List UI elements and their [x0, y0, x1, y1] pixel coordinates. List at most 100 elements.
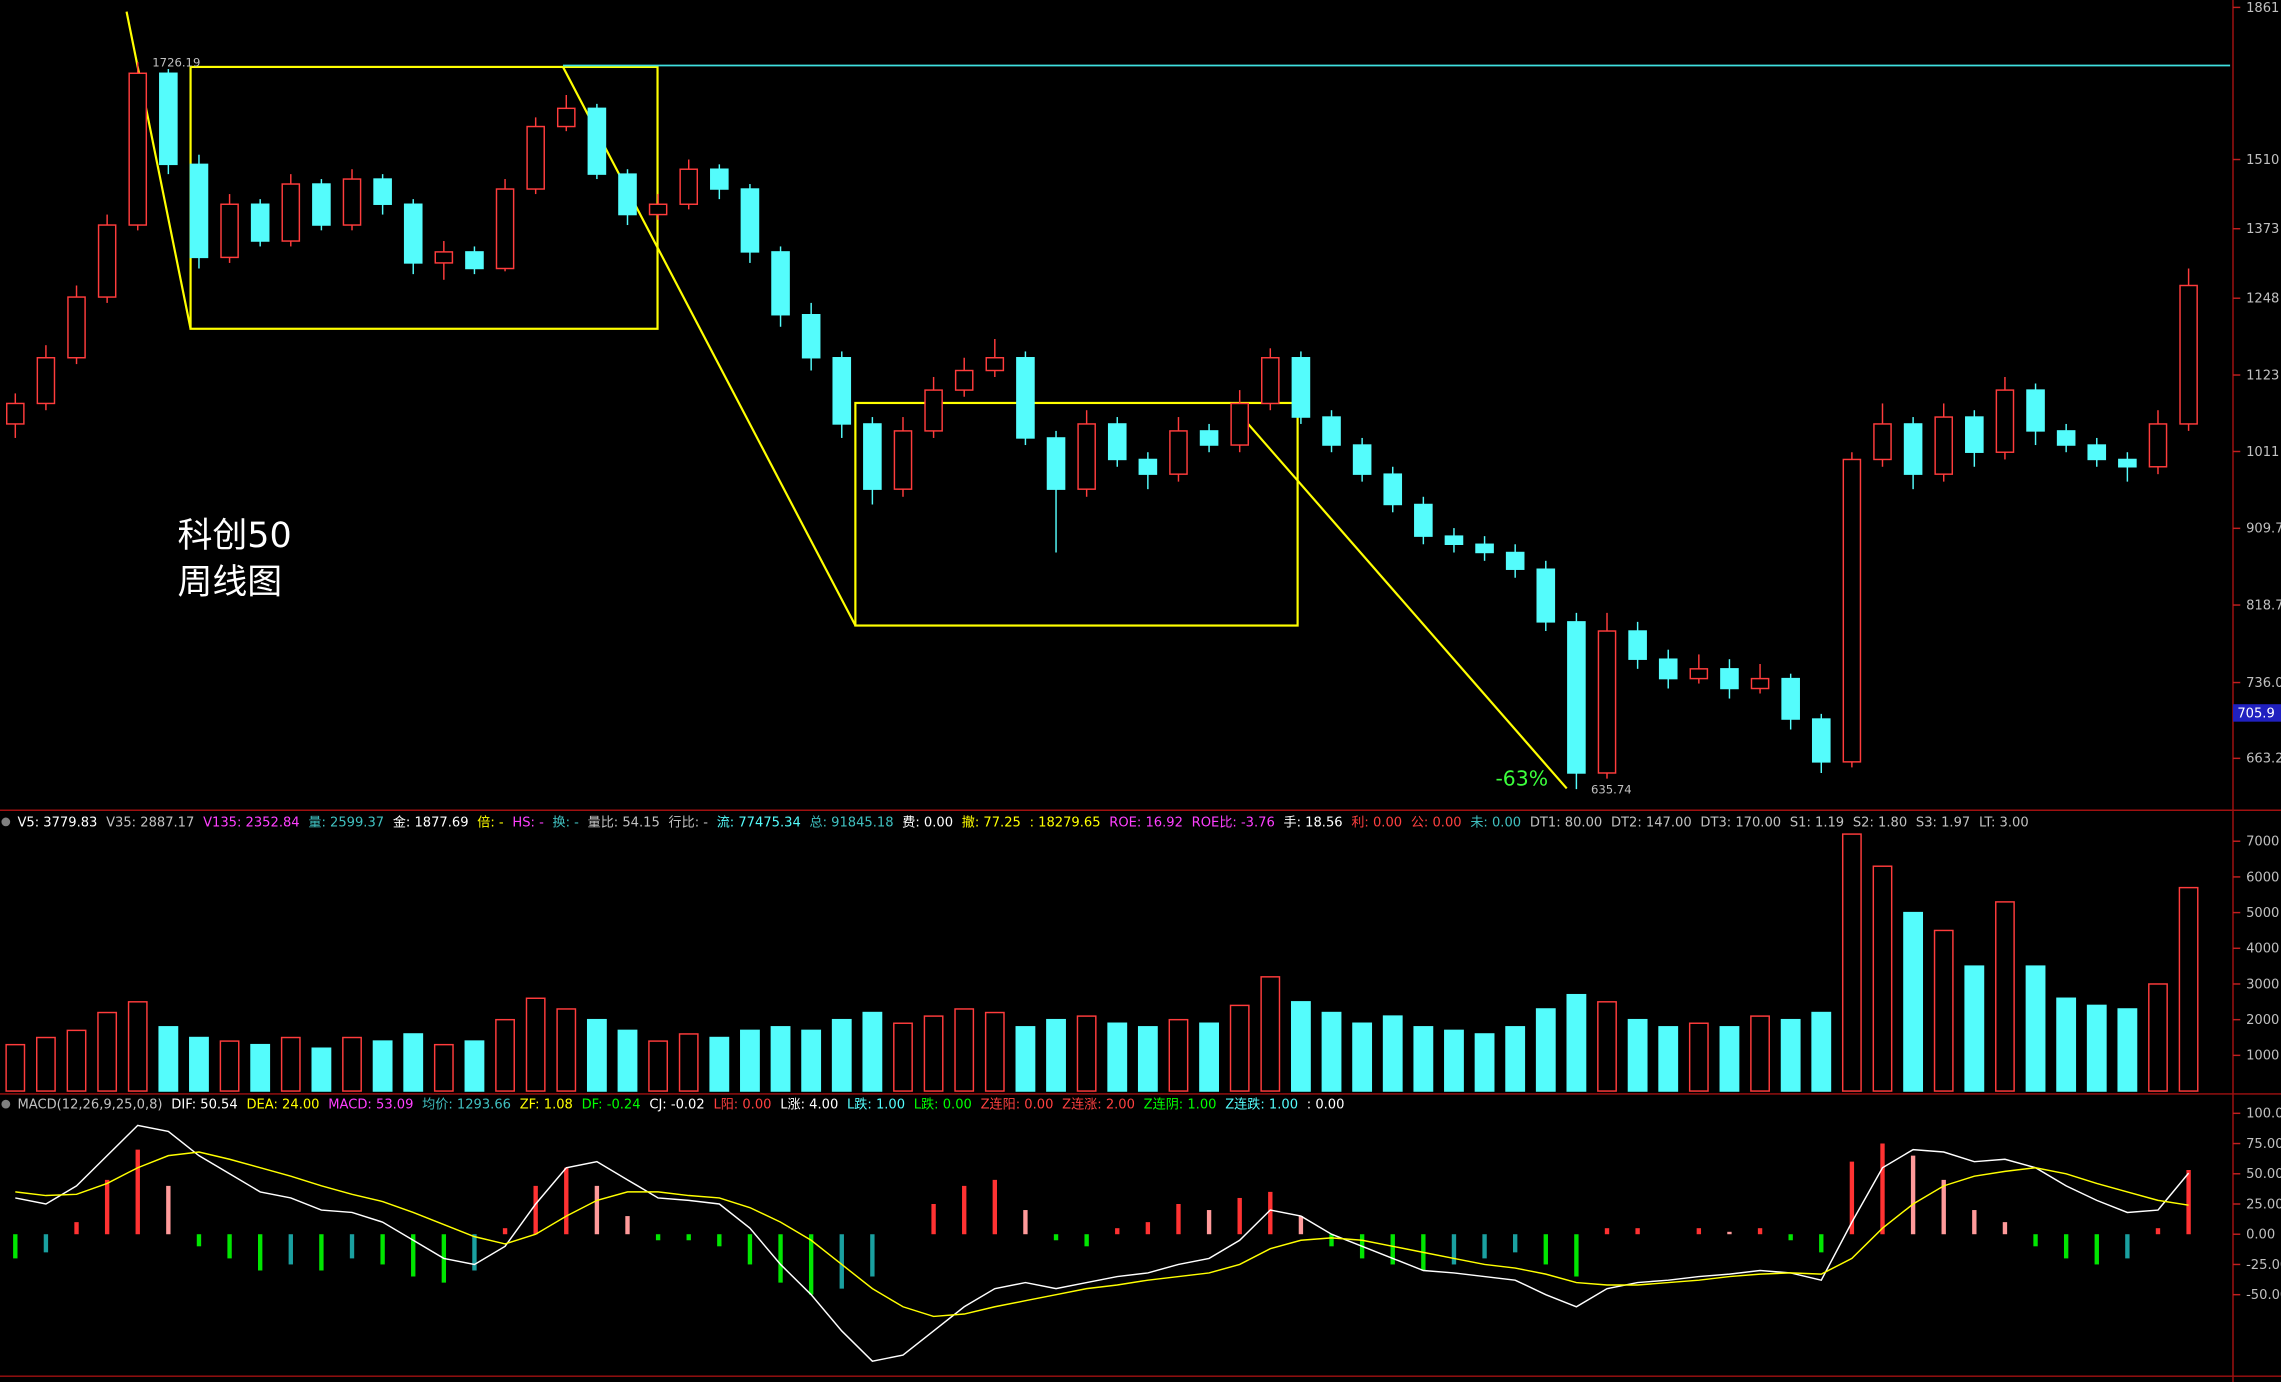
volume-bar: [1841, 833, 1862, 1092]
macd-line: [15, 1151, 2189, 1318]
y-tick-label: 50.00: [2246, 1167, 2281, 1182]
candle-body: [1842, 458, 1862, 763]
volume-bar: [1505, 1026, 1526, 1092]
legend-item: 撤: 77.25: [962, 813, 1021, 830]
legend-item: Z连阳: 0.00: [981, 1097, 1054, 1113]
legend-item: S1: 1.19: [1790, 815, 1844, 830]
candle-body: [36, 357, 56, 405]
legend-item: MACD(12,26,9,25,0,8): [17, 1098, 162, 1113]
volume-bar: [1229, 1004, 1250, 1092]
candle-body: [618, 173, 637, 216]
candle-body: [1781, 677, 1800, 720]
volume-bar: [1535, 1008, 1556, 1092]
legend-item: 量比: 54.15: [588, 814, 660, 830]
volume-bar: [2178, 886, 2199, 1092]
legend-item: DT1: 80.00: [1530, 815, 1602, 830]
candle-body: [740, 188, 760, 253]
volume-bar: [1719, 1026, 1740, 1092]
candle-body: [2179, 284, 2198, 425]
volume-bar: [433, 1043, 454, 1092]
price-marker: 705.9: [2237, 706, 2274, 721]
trend-line: [1232, 406, 1568, 790]
volume-bar: [1750, 1015, 1770, 1092]
y-tick-label: -25.00: [2246, 1258, 2281, 1273]
volume-bar: [464, 1040, 485, 1092]
volume-bar: [1444, 1029, 1464, 1092]
volume-bar: [36, 1036, 56, 1092]
candle-body: [1261, 357, 1280, 405]
candle-body: [67, 296, 86, 359]
legend-item: CJ: -0.02: [649, 1098, 704, 1113]
price-marker-box: [2232, 704, 2281, 722]
volume-bar: [1964, 965, 1985, 1092]
volume-bar: [372, 1040, 393, 1092]
volume-bar: [127, 1001, 148, 1092]
volume-bar: [1291, 1001, 1311, 1092]
y-tick-label: 25.00: [2246, 1197, 2281, 1212]
candle-body: [679, 168, 699, 205]
volume-bar: [1995, 901, 2015, 1092]
volume-bar: [250, 1043, 271, 1092]
y-tick-label: 3000: [2246, 977, 2279, 992]
range-box: [854, 401, 1299, 627]
candle-body: [1873, 423, 1892, 461]
volume-bar: [1872, 865, 1893, 1092]
volume-bar: [831, 1018, 852, 1092]
volume-bar: [1903, 911, 1924, 1092]
candle-body: [1322, 416, 1341, 446]
y-tick-label: 7000: [2246, 835, 2279, 850]
volume-bar: [1933, 929, 1954, 1092]
candle-body: [985, 357, 1005, 372]
legend-item: 未: 0.00: [1470, 814, 1521, 830]
volume-bar: [1321, 1011, 1342, 1092]
legend-item: Z连涨: 2.00: [1062, 1097, 1135, 1113]
legend-item: ROE比: -3.76: [1192, 814, 1275, 830]
candle-body: [1046, 437, 1066, 490]
candle-body: [1414, 503, 1433, 537]
candle-body: [1903, 423, 1923, 475]
volume-bar: [1688, 1022, 1709, 1092]
legend-item: LT: 3.00: [1979, 815, 2029, 830]
volume-bar: [1658, 1026, 1679, 1092]
volume-bar: [740, 1029, 760, 1092]
candle-body: [6, 402, 25, 425]
legend-item: DT2: 147.00: [1611, 815, 1692, 830]
volume-bar: [1627, 1018, 1648, 1092]
legend-item: MACD: 53.09: [328, 1098, 413, 1113]
volume-bar: [97, 1011, 118, 1092]
candle-body: [2148, 423, 2168, 468]
volume-bar: [311, 1047, 332, 1092]
candle-body: [1230, 402, 1249, 446]
volume-bar: [2056, 997, 2077, 1092]
volume-bar: [678, 1033, 699, 1092]
candle-body: [893, 430, 913, 490]
candle-body: [556, 107, 576, 128]
candle-body: [312, 183, 331, 226]
legend-icon: [1, 1099, 11, 1109]
volume-bar: [954, 1008, 975, 1092]
volume-bar: [1107, 1022, 1128, 1092]
volume-bar: [1566, 993, 1587, 1092]
legend-item: 量: 2599.37: [308, 814, 384, 830]
candle-body: [1138, 458, 1158, 475]
legend-item: : 0.00: [1307, 1098, 1345, 1113]
volume-bar: [342, 1036, 362, 1092]
y-tick-label: 75.00: [2246, 1137, 2281, 1152]
candle-body: [342, 178, 362, 226]
y-tick-label: 1011: [2246, 445, 2279, 460]
y-tick-label: 663.2: [2246, 752, 2281, 767]
volume-bar: [1199, 1022, 1219, 1092]
candle-body: [1077, 423, 1096, 490]
y-tick-label: 0.00: [2246, 1228, 2275, 1243]
legend-item: DF: -0.24: [582, 1098, 641, 1113]
candle-body: [832, 357, 852, 425]
decline-annotation: -63%: [1495, 767, 1548, 791]
candle-body: [220, 203, 239, 259]
candle-body: [1720, 668, 1739, 690]
y-tick-label: 2000: [2246, 1013, 2279, 1028]
volume-bar: [1780, 1018, 1801, 1092]
chart-subtitle: 周线图: [177, 563, 282, 603]
legend-item: DT3: 170.00: [1700, 815, 1781, 830]
